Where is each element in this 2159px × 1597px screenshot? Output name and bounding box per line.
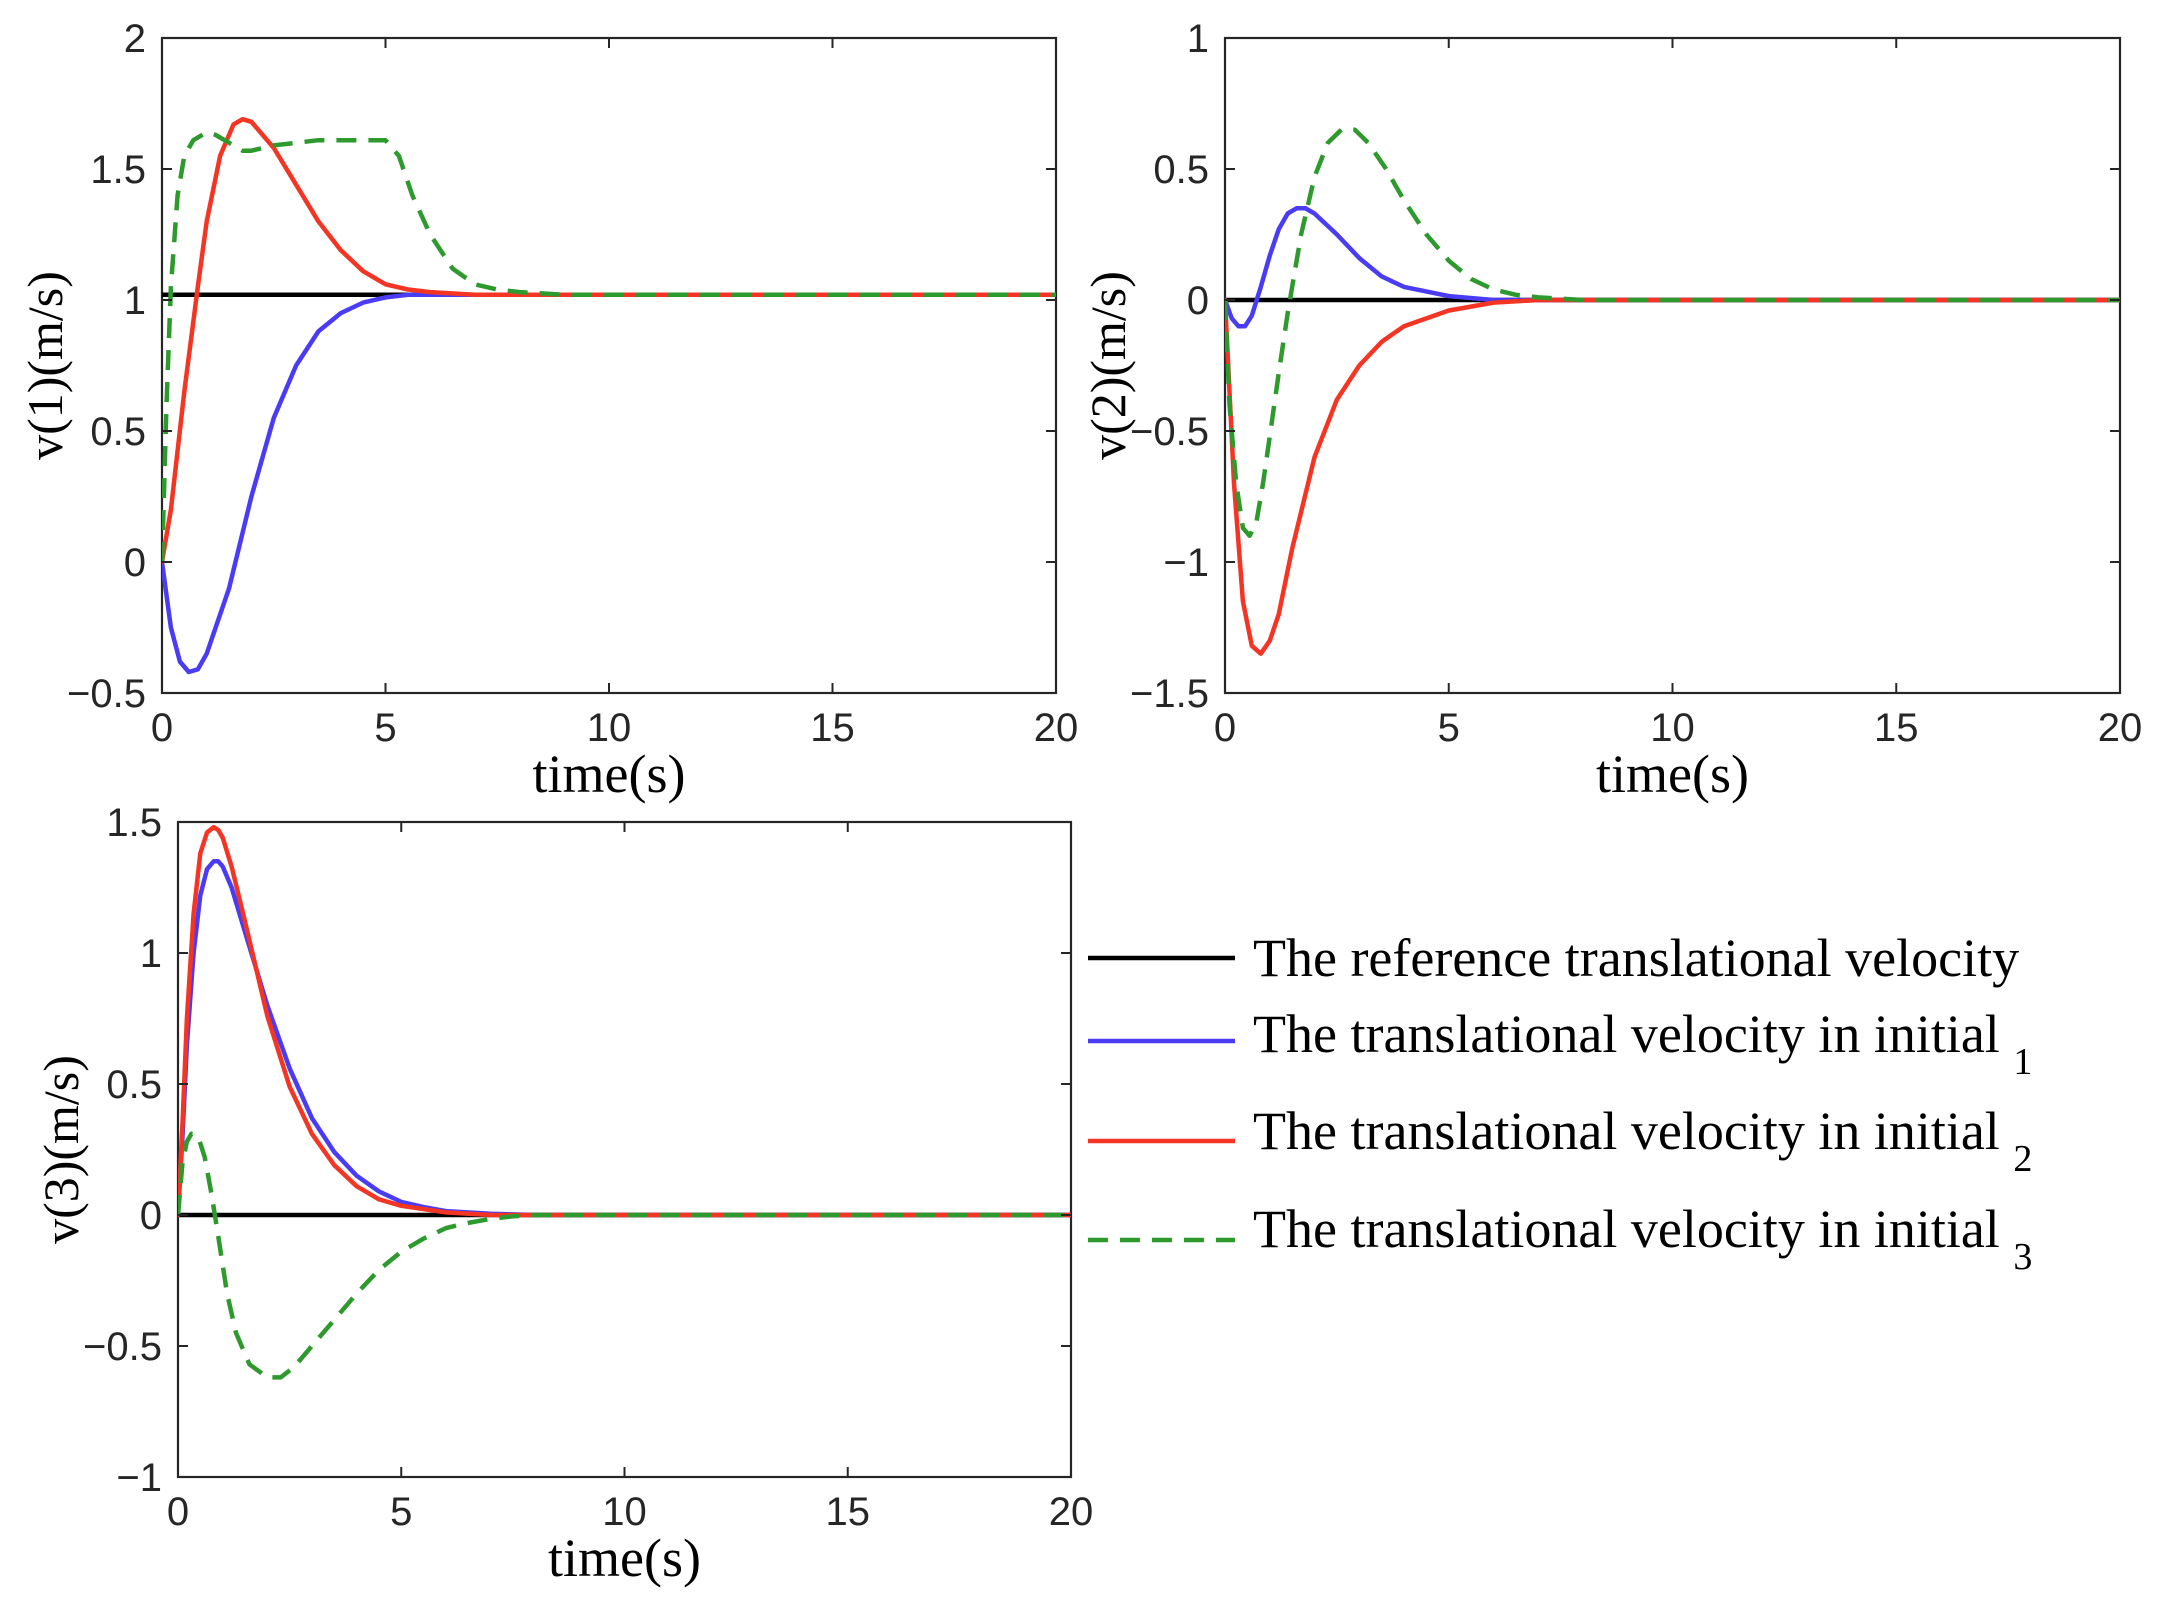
plot-1-xtick-label: 5 (374, 706, 396, 750)
legend: The reference translational velocity The… (1088, 928, 2032, 1278)
plot-2: 0 5 10 15 20 −1.5 −1 −0.5 0 0.5 1 time(s) v(2)(m/s) (1080, 17, 2142, 804)
plot-2-line-initial-2 (1225, 297, 2120, 656)
plot-1-xtick-label: 15 (810, 706, 855, 750)
legend-entry-initial-1: The translational velocity in initial 1 (1088, 1004, 2032, 1083)
plot-1-xlabel: time(s) (533, 744, 686, 804)
plot-2-ytick-label: 1 (1187, 17, 1209, 61)
plot-2-series (1225, 127, 2120, 656)
plot-2-xtick-label: 15 (1874, 706, 1919, 750)
svg-text:The reference translational ve: The reference translational velocity (1253, 928, 2019, 988)
plot-3-line-initial-3 (178, 1131, 1071, 1380)
legend-sub-initial-2: 2 (2013, 1138, 2032, 1180)
legend-entry-initial-3: The translational velocity in initial 3 (1088, 1199, 2032, 1278)
plot-1-ytick-label: 2 (124, 17, 146, 61)
plot-2-xtick-label: 5 (1438, 706, 1460, 750)
legend-sub-initial-3: 3 (2013, 1236, 2032, 1278)
plot-2-line-initial-1 (1225, 206, 2120, 329)
plot-3-ytick-label: 0 (140, 1194, 162, 1238)
plot-3-xtick-label: 5 (390, 1490, 412, 1534)
legend-label-initial-3: The translational velocity in initial (1253, 1199, 2000, 1259)
plot-2-xtick-label: 10 (1650, 706, 1695, 750)
plot-3-ytick-label: 0.5 (106, 1063, 162, 1107)
svg-text:The translational velocity in: The translational velocity in initial 1 (1253, 1004, 2032, 1083)
plot-1-line-initial-2 (162, 116, 1056, 565)
plot-1-ytick-label: 0 (124, 541, 146, 585)
plot-2-ytick-label: 0 (1187, 279, 1209, 323)
plot-3-series (178, 824, 1071, 1380)
plot-1-ytick-label: 1.5 (90, 148, 146, 192)
legend-label-reference: The reference translational velocity (1253, 928, 2019, 988)
plot-3-ytick-label: −0.5 (83, 1325, 162, 1369)
legend-label-initial-2: The translational velocity in initial (1253, 1101, 2000, 1161)
plot-1-ytick-label: 1 (124, 279, 146, 323)
plot-3-line-initial-2 (178, 824, 1071, 1218)
plot-2-xtick-label: 20 (2098, 706, 2143, 750)
plot-2-ytick-label: −1.5 (1130, 672, 1209, 716)
plot-1-ytick-label: −0.5 (67, 672, 146, 716)
plot-1-ytick-label: 0.5 (90, 410, 146, 454)
plot-3-xtick-label: 20 (1049, 1490, 1094, 1534)
plot-2-xlabel: time(s) (1596, 744, 1749, 804)
legend-sub-initial-1: 1 (2013, 1041, 2032, 1083)
plot-3-xlabel: time(s) (548, 1528, 701, 1588)
plot-1-series (162, 116, 1056, 675)
legend-entry-reference: The reference translational velocity (1088, 928, 2019, 988)
plot-1-ylabel: v(1)(m/s) (17, 271, 73, 460)
plot-2-ytick-label: −0.5 (1130, 410, 1209, 454)
plot-3-axes-frame (176, 820, 1073, 1479)
plot-3: 0 5 10 15 20 −1 −0.5 0 0.5 1 1.5 time(s) v(3)(m/s) (33, 801, 1093, 1588)
plot-2-ytick-label: −1 (1163, 541, 1209, 585)
svg-text:The translational velocity in: The translational velocity in initial 3 (1253, 1199, 2032, 1278)
plot-3-xtick-label: 10 (602, 1490, 647, 1534)
plot-1-xtick-label: 0 (151, 706, 173, 750)
legend-entry-initial-2: The translational velocity in initial 2 (1088, 1101, 2032, 1180)
plot-2-xtick-label: 0 (1214, 706, 1236, 750)
plot-2-ytick-label: 0.5 (1153, 148, 1209, 192)
plot-1-line-initial-3 (162, 130, 1056, 563)
plot-3-xtick-label: 15 (826, 1490, 871, 1534)
plot-3-ytick-label: 1.5 (106, 801, 162, 845)
plot-2-ylabel: v(2)(m/s) (1080, 271, 1136, 460)
plot-2-line-initial-3 (1225, 127, 2120, 539)
svg-text:The translational velocity in: The translational velocity in initial 2 (1253, 1101, 2032, 1180)
plot-3-ytick-label: −1 (116, 1456, 162, 1500)
plot-3-ylabel: v(3)(m/s) (33, 1055, 89, 1244)
plot-1-xtick-label: 10 (587, 706, 632, 750)
legend-label-initial-1: The translational velocity in initial (1253, 1004, 2000, 1064)
plot-1-line-initial-1 (162, 292, 1056, 675)
plot-3-ytick-label: 1 (140, 932, 162, 976)
plot-2-axes-frame (1223, 36, 2122, 695)
plot-1-axes-frame (160, 36, 1058, 695)
plot-3-xtick-label: 0 (167, 1490, 189, 1534)
plot-1-xtick-label: 20 (1034, 706, 1079, 750)
